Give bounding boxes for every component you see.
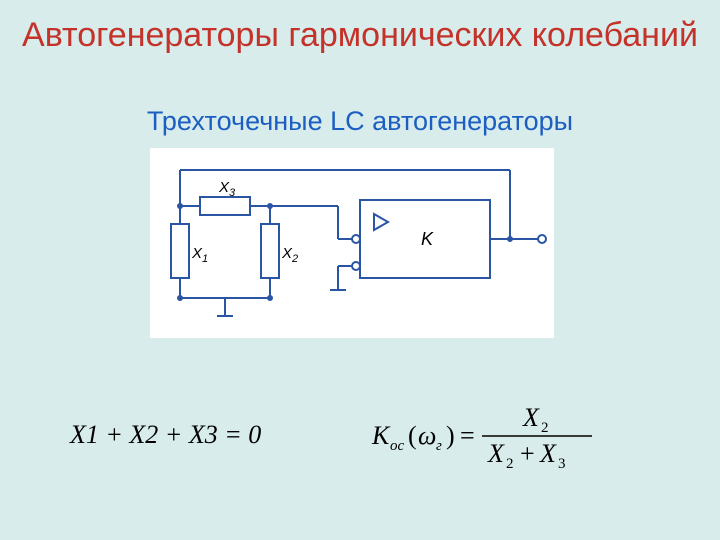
svg-text:3: 3 xyxy=(229,187,236,199)
svg-text:X: X xyxy=(522,403,540,432)
svg-text:): ) xyxy=(446,421,455,450)
slide: Автогенераторы гармонических колебаний Т… xyxy=(0,0,720,540)
equation-sum: X1 + X2 + X3 = 0 xyxy=(70,420,261,450)
svg-text:ω: ω xyxy=(418,421,436,450)
svg-text:г: г xyxy=(436,438,442,454)
svg-text:1: 1 xyxy=(202,253,208,265)
svg-text:=: = xyxy=(460,421,475,450)
svg-text:K: K xyxy=(421,229,434,249)
svg-text:K: K xyxy=(371,421,391,450)
svg-text:ос: ос xyxy=(390,438,405,454)
svg-text:(: ( xyxy=(408,421,417,450)
svg-text:+: + xyxy=(520,439,535,468)
circuit-diagram: KX1X2X3 xyxy=(150,148,554,338)
slide-title: Автогенераторы гармонических колебаний xyxy=(0,14,720,57)
svg-text:2: 2 xyxy=(291,253,298,265)
svg-text:2: 2 xyxy=(541,420,549,436)
slide-subtitle: Трехточечные LC автогенераторы xyxy=(0,106,720,137)
svg-text:2: 2 xyxy=(506,456,514,472)
svg-text:X: X xyxy=(487,439,505,468)
equation-koc: Kос(ωг)=X2X2+X3 xyxy=(370,392,690,487)
svg-text:3: 3 xyxy=(558,456,566,472)
svg-text:X: X xyxy=(539,439,557,468)
